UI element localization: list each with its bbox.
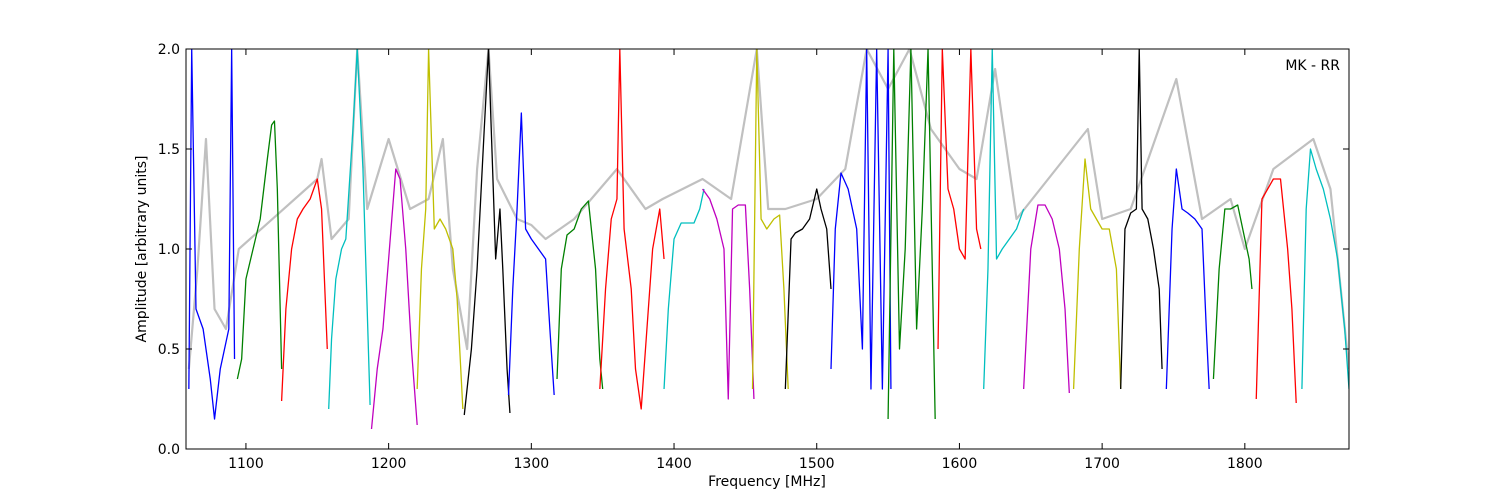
data-line: [507, 112, 555, 396]
data-line: [187, 49, 1349, 370]
data-line: [556, 200, 604, 390]
data-line: [663, 188, 705, 390]
x-tick-label: 1100: [228, 456, 264, 472]
data-line: [1165, 168, 1210, 390]
data-line: [1255, 178, 1297, 404]
x-tick-label: 1800: [1227, 456, 1263, 472]
x-tick-label: 1300: [514, 456, 550, 472]
data-line: [1301, 148, 1349, 390]
data-line: [887, 49, 936, 420]
data-line: [370, 168, 418, 430]
x-tick-label: 1400: [656, 456, 692, 472]
data-line: [599, 49, 665, 410]
x-tick-label: 1500: [799, 456, 835, 472]
data-line: [1212, 204, 1253, 380]
x-tick-label: 1200: [371, 456, 407, 472]
data-line: [830, 49, 892, 390]
y-tick-label: 2.0: [158, 42, 180, 58]
x-axis-label: Frequency [MHz]: [708, 474, 826, 490]
y-tick-label: 0.0: [158, 442, 180, 458]
annotation: MK - RR: [1285, 58, 1340, 74]
data-line: [236, 120, 283, 380]
data-line: [1023, 204, 1070, 394]
y-tick-label: 1.0: [158, 242, 180, 258]
x-tick-label: 1600: [942, 456, 978, 472]
plot-area: [187, 49, 1349, 430]
data-line: [280, 178, 328, 402]
data-line: [784, 188, 832, 390]
data-line: [416, 49, 464, 410]
x-tick-label: 1700: [1084, 456, 1120, 472]
data-line: [1120, 49, 1163, 390]
data-line: [702, 188, 755, 400]
data-line: [463, 49, 511, 416]
data-line: [188, 49, 236, 420]
y-axis-label: Amplitude [arbitrary units]: [134, 156, 150, 343]
data-line: [937, 49, 982, 350]
y-tick-label: 1.5: [158, 142, 180, 158]
data-line: [983, 49, 1025, 390]
y-tick-label: 0.5: [158, 342, 180, 358]
data-line: [1072, 158, 1122, 390]
data-line: [328, 49, 371, 410]
data-line: [751, 49, 789, 390]
